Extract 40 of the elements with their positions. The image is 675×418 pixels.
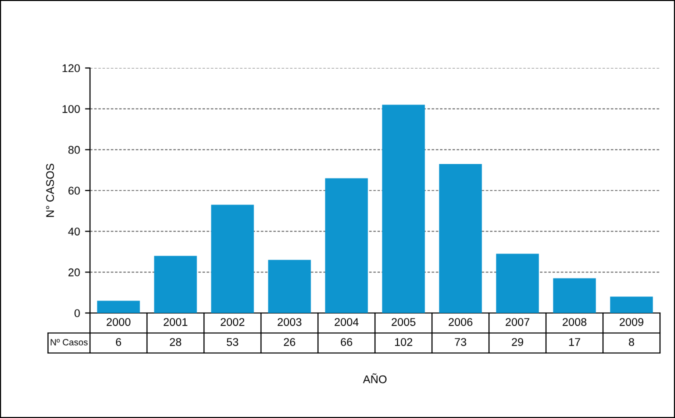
- data-label: 53: [226, 338, 238, 346]
- x-tick-label: 2008: [562, 318, 586, 326]
- y-tick-label: 40: [68, 228, 80, 236]
- bar: [211, 204, 254, 313]
- data-label: 6: [116, 338, 122, 346]
- x-tick-label: 2003: [278, 318, 302, 326]
- bar: [439, 164, 482, 313]
- bar: [553, 278, 596, 313]
- bar: [268, 260, 311, 313]
- x-tick-label: 2007: [506, 318, 530, 326]
- x-axis-title: AÑO: [362, 373, 387, 384]
- x-tick-label: 2009: [620, 318, 644, 326]
- y-tick-label: 120: [62, 64, 80, 72]
- y-tick-label: 60: [68, 186, 80, 195]
- y-axis-title: N° CASOS: [46, 164, 54, 217]
- x-tick-label: 2002: [220, 318, 244, 326]
- data-label: 8: [628, 338, 634, 346]
- y-tick-label: 80: [68, 146, 80, 154]
- data-label: 102: [395, 338, 412, 346]
- data-label: 28: [170, 338, 182, 346]
- data-label: 73: [454, 338, 466, 346]
- x-tick-label: 2004: [334, 318, 359, 326]
- data-label: 29: [512, 338, 524, 346]
- y-tick-label: 0: [74, 309, 80, 318]
- data-label: 17: [569, 338, 580, 346]
- bar: [382, 104, 425, 313]
- text: Nº Casos: [50, 339, 88, 346]
- x-tick-label: 2001: [164, 318, 188, 326]
- bar: [496, 254, 539, 313]
- bar: [610, 296, 653, 313]
- x-tick-label: 2005: [392, 318, 416, 326]
- data-label: 26: [284, 338, 296, 346]
- bar: [154, 256, 197, 313]
- y-tick-label: 20: [68, 268, 80, 276]
- x-tick-label: 2006: [448, 318, 472, 326]
- y-tick-label: 100: [62, 105, 80, 113]
- x-tick-label: 2000: [106, 318, 130, 326]
- data-label: 66: [340, 338, 352, 346]
- bar: [325, 178, 368, 313]
- bar: [97, 300, 140, 313]
